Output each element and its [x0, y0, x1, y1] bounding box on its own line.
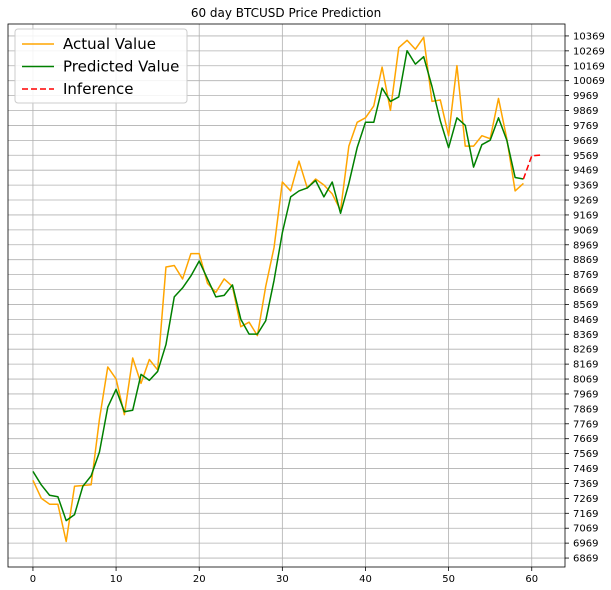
y-tick-label: 10169 — [573, 61, 605, 72]
y-tick-label: 7969 — [573, 389, 598, 400]
y-tick-label: 9569 — [573, 151, 598, 162]
y-tick-label: 9969 — [573, 91, 598, 102]
series-lines — [32, 36, 541, 543]
y-tick-label: 6869 — [573, 554, 598, 565]
y-tick-label: 10269 — [573, 46, 605, 57]
y-tick-label: 7469 — [573, 464, 598, 475]
y-tick-label: 8469 — [573, 315, 598, 326]
legend-box — [14, 28, 188, 104]
y-tick-label: 8669 — [573, 285, 598, 296]
y-tick-label: 9469 — [573, 166, 598, 177]
chart-title: 60 day BTCUSD Price Prediction — [191, 6, 381, 20]
series-line-predicted-value — [32, 49, 524, 522]
y-tick-label: 7869 — [573, 404, 598, 415]
legend-label-inference: Inference — [63, 80, 134, 98]
y-tick-label: 8569 — [573, 300, 598, 311]
y-tick-label: 7069 — [573, 524, 598, 535]
y-tick-label: 10369 — [573, 31, 605, 42]
y-tick-label: 7569 — [573, 449, 598, 460]
x-tick-label: 10 — [110, 574, 123, 585]
x-tick-label: 60 — [525, 574, 538, 585]
x-tick-label: 30 — [276, 574, 289, 585]
x-tick-label: 20 — [193, 574, 206, 585]
x-tick-label: 40 — [359, 574, 372, 585]
y-tick-label: 8769 — [573, 270, 598, 281]
y-tick-label: 9169 — [573, 210, 598, 221]
legend: Actual Value Predicted Value Inference — [14, 28, 188, 104]
y-tick-label: 8869 — [573, 255, 598, 266]
y-tick-label: 8169 — [573, 360, 598, 371]
legend-label-predicted-value: Predicted Value — [63, 58, 179, 76]
series-line-inference — [522, 154, 541, 180]
y-tick-label: 10069 — [573, 76, 605, 87]
x-tick-label: 0 — [30, 574, 36, 585]
x-tick-label: 50 — [442, 574, 455, 585]
y-tick-label: 6969 — [573, 539, 598, 550]
y-tick-label: 7369 — [573, 479, 598, 490]
y-tick-label: 8969 — [573, 240, 598, 251]
y-axis: 6869 6969 7069 7169 7269 7369 7469 7569 7669 7769… — [565, 31, 605, 565]
y-tick-label: 9669 — [573, 136, 598, 147]
y-tick-label: 9369 — [573, 181, 598, 192]
plot-frame — [7, 23, 566, 568]
y-tick-label: 8269 — [573, 345, 598, 356]
y-tick-label: 7169 — [573, 509, 598, 520]
y-tick-label: 9269 — [573, 196, 598, 207]
grid — [8, 24, 565, 567]
y-tick-label: 8069 — [573, 375, 598, 386]
y-tick-label: 7669 — [573, 434, 598, 445]
y-tick-label: 7769 — [573, 419, 598, 430]
y-tick-label: 9069 — [573, 225, 598, 236]
y-tick-label: 8369 — [573, 330, 598, 341]
y-tick-label: 7269 — [573, 494, 598, 505]
legend-label-actual-value: Actual Value — [63, 35, 156, 53]
y-tick-label: 9769 — [573, 121, 598, 132]
x-axis: 0 10 20 30 40 50 60 — [30, 567, 538, 585]
series-line-actual-value — [32, 36, 524, 543]
y-tick-label: 9869 — [573, 106, 598, 117]
